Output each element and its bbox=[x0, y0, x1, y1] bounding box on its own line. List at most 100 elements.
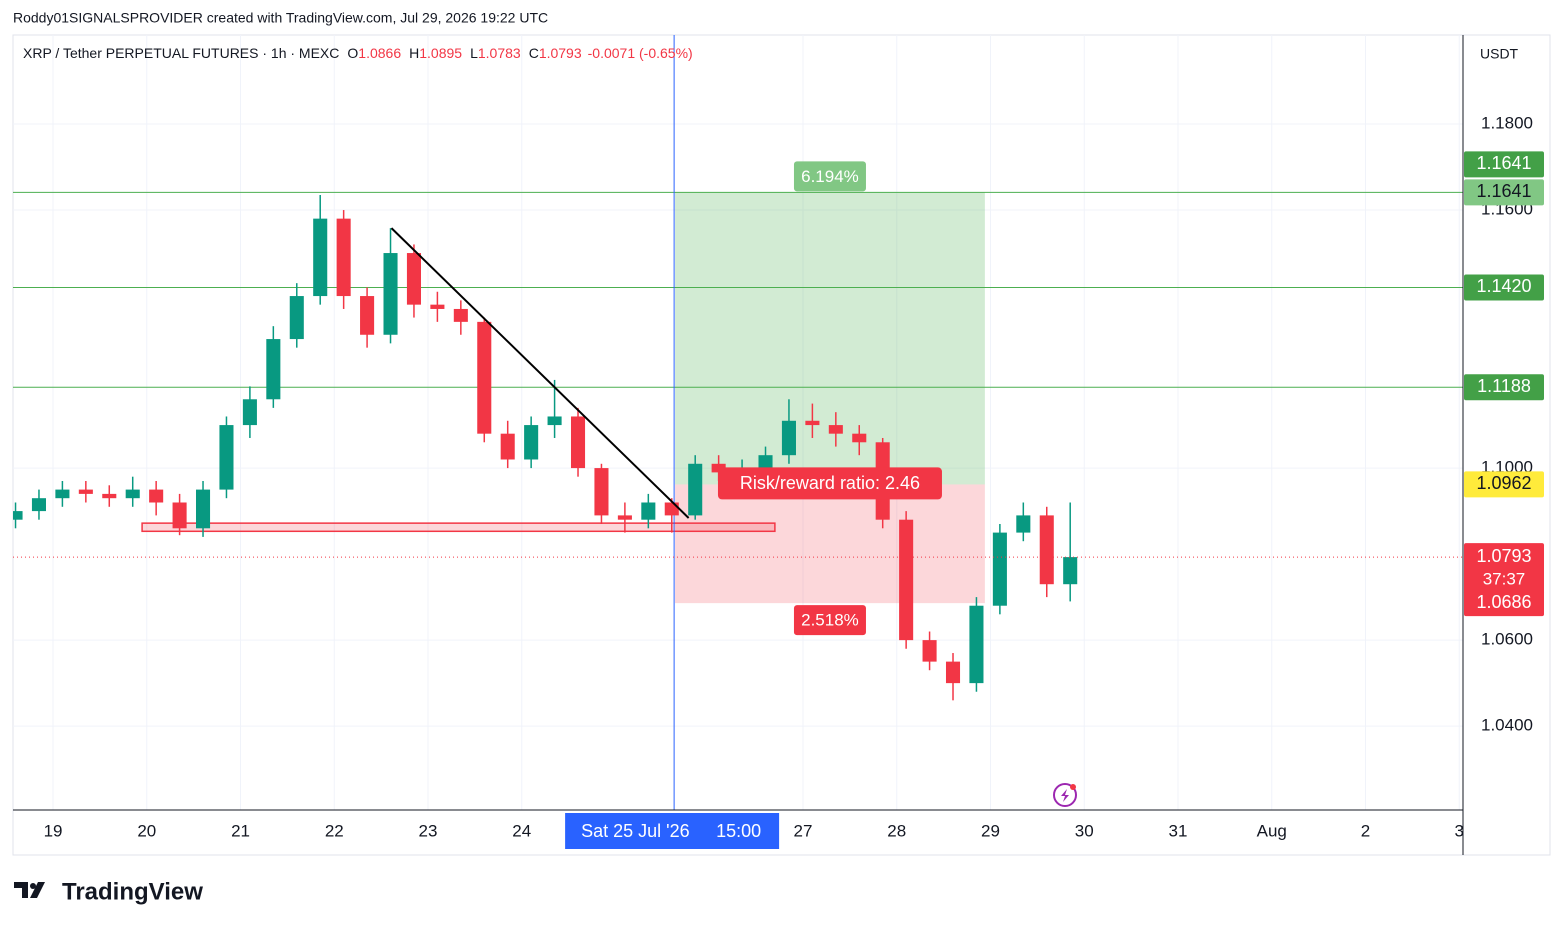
target-pct: 6.194% bbox=[801, 167, 859, 186]
level-badge: 1.1420 bbox=[1476, 276, 1531, 296]
candle-body bbox=[453, 308, 468, 322]
candle-body bbox=[266, 339, 281, 400]
frame bbox=[12, 34, 1551, 856]
candle-body bbox=[711, 463, 726, 473]
candle-body bbox=[78, 489, 93, 494]
stop-pct: 2.518% bbox=[801, 611, 859, 630]
candle-body bbox=[406, 253, 421, 305]
ohlc-key: L bbox=[470, 45, 478, 61]
candle-body bbox=[617, 515, 632, 520]
candle-body bbox=[313, 218, 328, 297]
profit-zone bbox=[675, 192, 985, 485]
countdown: 37:37 bbox=[1483, 570, 1526, 589]
candle-body bbox=[242, 399, 257, 426]
x-tick-label: 19 bbox=[44, 821, 63, 840]
level-badge-bg bbox=[1464, 274, 1544, 301]
entry-badge: 1.0962 bbox=[1476, 473, 1531, 493]
trendline bbox=[390, 227, 690, 519]
x-tick-label: 30 bbox=[1075, 821, 1094, 840]
candle-body bbox=[13, 511, 23, 520]
candle-body bbox=[688, 463, 703, 516]
candle-body bbox=[430, 304, 445, 309]
last-price-bg bbox=[1464, 543, 1544, 596]
candle-body bbox=[125, 489, 140, 499]
x-tick-label: Aug bbox=[1257, 821, 1287, 840]
candle-body bbox=[992, 532, 1007, 606]
x-tick-label: 3 bbox=[1455, 821, 1464, 840]
support-zone bbox=[141, 522, 776, 533]
candle-body bbox=[102, 493, 117, 499]
legend: XRP / Tether PERPETUAL FUTURES · 1h · ME… bbox=[23, 45, 693, 61]
plot bbox=[13, 35, 1463, 810]
ohlc-key: C bbox=[529, 45, 539, 61]
candle-body bbox=[500, 433, 515, 460]
candle-body bbox=[1039, 515, 1054, 585]
level-badge: 1.1641 bbox=[1476, 153, 1531, 173]
ratio-label: Risk/reward ratio: 2.46 bbox=[740, 473, 920, 493]
candle-body bbox=[828, 425, 843, 434]
candle-body bbox=[758, 455, 773, 469]
candle-body bbox=[594, 468, 609, 516]
y-tick-label: 1.0600 bbox=[1481, 630, 1533, 649]
candle-body bbox=[289, 296, 304, 340]
change: -0.0071 (-0.65%) bbox=[588, 45, 693, 61]
x-tick-label: 2 bbox=[1361, 821, 1370, 840]
currency: USDT bbox=[1480, 46, 1519, 62]
last-price: 1.0793 bbox=[1476, 546, 1531, 566]
candle-body bbox=[570, 416, 586, 469]
target-badge: 1.1641 bbox=[1476, 181, 1531, 201]
candle-body bbox=[805, 420, 820, 426]
logo-icon bbox=[14, 882, 45, 898]
y-tick-label: 1.1800 bbox=[1481, 114, 1533, 133]
crosshair-label-bg bbox=[565, 813, 780, 849]
x-tick-label: 23 bbox=[419, 821, 438, 840]
candle-body bbox=[195, 489, 211, 529]
candle-body bbox=[524, 425, 539, 460]
x-tick-label: 27 bbox=[794, 821, 813, 840]
x-tick-label: 20 bbox=[137, 821, 156, 840]
candle-body bbox=[899, 519, 914, 641]
symbol: XRP / Tether PERPETUAL FUTURES · 1h · ME… bbox=[23, 45, 339, 61]
candle-body bbox=[172, 502, 187, 529]
candle-body bbox=[547, 416, 562, 426]
ohlc-key: H bbox=[409, 45, 419, 61]
crosshair-date: Sat 25 Jul '26 bbox=[581, 821, 690, 841]
ohlc-key: O bbox=[347, 45, 358, 61]
ohlc-value: 1.0866 bbox=[358, 45, 401, 61]
candle-body bbox=[1016, 515, 1031, 533]
attribution: Roddy01SIGNALSPROVIDER created with Trad… bbox=[13, 10, 548, 26]
stop-badge-bg bbox=[1464, 590, 1544, 617]
alert-icon[interactable] bbox=[1053, 783, 1077, 807]
candle-body bbox=[922, 640, 937, 662]
x-tick-label: 21 bbox=[231, 821, 250, 840]
candle-body bbox=[55, 489, 70, 499]
y-tick-label: 1.0400 bbox=[1481, 716, 1533, 735]
candle-body bbox=[336, 218, 351, 297]
x-tick-label: 22 bbox=[325, 821, 344, 840]
candle-body bbox=[969, 605, 984, 684]
candle-body bbox=[852, 433, 867, 443]
candle-body bbox=[31, 498, 46, 512]
candle-body bbox=[641, 502, 656, 520]
candle-body bbox=[219, 425, 234, 490]
stop-badge: 1.0686 bbox=[1476, 592, 1531, 612]
candle-body bbox=[945, 661, 961, 684]
candle-body bbox=[781, 420, 796, 456]
loss-zone bbox=[675, 484, 985, 604]
target-badge-bg bbox=[1464, 179, 1544, 206]
logo-text: TradingView bbox=[62, 878, 203, 905]
crosshair-time: 15:00 bbox=[716, 821, 761, 841]
stop-pct-bg bbox=[793, 605, 866, 636]
x-tick-label: 28 bbox=[887, 821, 906, 840]
x-tick-label: 24 bbox=[512, 821, 531, 840]
candle-body bbox=[1063, 557, 1078, 585]
candle-body bbox=[477, 321, 492, 434]
candle-body bbox=[664, 502, 679, 516]
target-pct-bg bbox=[793, 161, 866, 192]
candle-body bbox=[360, 296, 375, 335]
ohlc-value: 1.0793 bbox=[539, 45, 582, 61]
ohlc-value: 1.0895 bbox=[419, 45, 462, 61]
